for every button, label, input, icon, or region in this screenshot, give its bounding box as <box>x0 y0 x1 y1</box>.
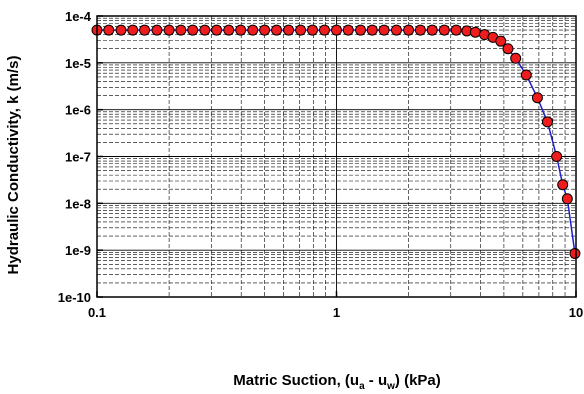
data-point <box>403 24 415 36</box>
data-point <box>259 24 271 36</box>
data-point <box>115 24 127 36</box>
data-point <box>551 151 563 162</box>
data-point <box>510 52 522 64</box>
y-tick-label: 1e-4 <box>65 9 92 24</box>
data-point <box>235 24 247 36</box>
data-point <box>223 24 235 36</box>
data-point <box>318 24 330 36</box>
x-axis-title: Matric Suction, (ua - uw) (kPa) <box>233 372 441 392</box>
data-point <box>469 26 481 38</box>
data-point <box>531 92 543 104</box>
y-tick-label: 1e-9 <box>65 243 91 258</box>
data-point <box>307 24 319 36</box>
tick-labels: 0.1 1 10 1e-10 1e-9 1e-8 1e-7 1e-6 1e-5 1e-4 <box>58 9 583 320</box>
data-point <box>139 24 151 36</box>
data-point <box>175 24 187 36</box>
x-axis-title-sub-w: w <box>386 381 395 392</box>
grid-lines <box>97 16 576 297</box>
data-point <box>495 35 507 47</box>
x-axis-title-prefix: Matric Suction, (u <box>233 372 359 389</box>
data-point <box>438 24 450 36</box>
data-point <box>163 24 175 36</box>
data-point <box>211 24 223 36</box>
y-tick-label: 1e-6 <box>65 103 91 118</box>
data-point <box>342 24 354 36</box>
data-point <box>557 179 569 191</box>
data-point <box>426 24 438 36</box>
x-axis-title-sub-a: a <box>359 381 365 392</box>
data-point <box>569 247 581 259</box>
data-point <box>450 24 462 36</box>
data-point <box>414 24 426 36</box>
data-point <box>199 24 211 36</box>
y-tick-label: 1e-7 <box>65 150 91 165</box>
data-point <box>271 24 283 36</box>
y-tick-label: 1e-8 <box>65 196 91 211</box>
data-point <box>103 24 115 36</box>
data-point <box>127 24 139 36</box>
y-axis-title: Hydraulic Conductivity, k (m/s) <box>5 56 22 275</box>
data-point <box>502 43 514 55</box>
data-point <box>366 24 378 36</box>
data-point <box>283 24 295 36</box>
axis-ticks <box>96 15 577 298</box>
data-point <box>331 24 342 36</box>
data-series <box>91 24 581 259</box>
y-tick-label: 1e-10 <box>58 290 91 305</box>
data-point <box>390 24 402 36</box>
x-tick-label: 1 <box>333 305 340 320</box>
data-point <box>187 24 199 36</box>
data-point <box>355 24 367 36</box>
data-point <box>151 24 163 36</box>
series-line <box>97 29 576 254</box>
data-point <box>541 116 553 128</box>
data-point <box>520 69 532 81</box>
data-point <box>247 24 259 36</box>
x-axis-title-mid: - u <box>365 372 388 389</box>
x-axis-title-suffix: ) (kPa) <box>395 372 441 389</box>
data-point <box>378 24 390 36</box>
data-point <box>561 193 573 205</box>
y-tick-label: 1e-5 <box>65 56 91 71</box>
x-tick-label: 10 <box>569 305 583 320</box>
data-point <box>295 24 307 36</box>
x-tick-label: 0.1 <box>88 305 106 320</box>
